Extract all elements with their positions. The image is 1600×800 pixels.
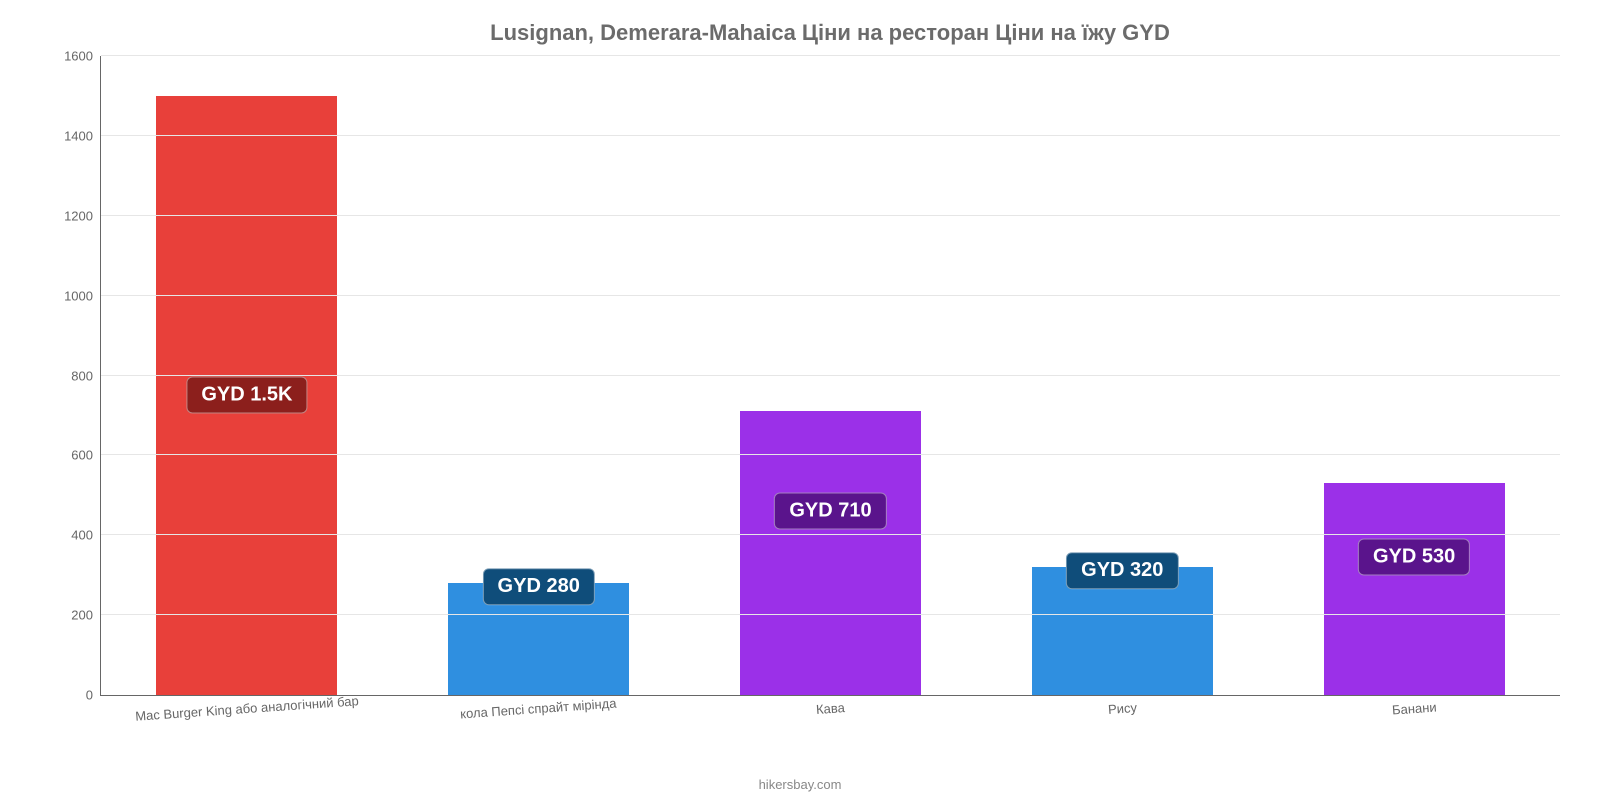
bar: GYD 530 [1324,483,1505,695]
chart-container: Lusignan, Demerara-Mahaica Ціни на ресто… [0,0,1600,800]
bar: GYD 1.5K [156,96,337,695]
bar-value-badge: GYD 1.5K [186,377,307,414]
y-tick-label: 800 [71,368,101,383]
grid-line [101,614,1560,615]
x-axis-labels: Mac Burger King або аналогічний баркола … [101,695,1560,716]
x-tick-label: кола Пепсі спрайт мірінда [393,695,685,716]
grid-line [101,454,1560,455]
bar-value-badge: GYD 710 [774,492,886,529]
bar: GYD 280 [448,583,629,695]
bars-group: GYD 1.5K GYD 280 GYD 710 GYD 320 GYD 530 [101,56,1560,695]
y-tick-label: 1000 [64,288,101,303]
y-tick-label: 1600 [64,49,101,64]
y-tick-label: 600 [71,448,101,463]
grid-line [101,534,1560,535]
y-tick-label: 1400 [64,128,101,143]
grid-line [101,215,1560,216]
y-tick-label: 1200 [64,208,101,223]
bar: GYD 320 [1032,567,1213,695]
chart-title: Lusignan, Demerara-Mahaica Ціни на ресто… [100,20,1560,46]
attribution-text: hikersbay.com [0,777,1600,792]
x-tick-label: Рису [976,695,1268,716]
grid-line [101,55,1560,56]
x-tick-label: Mac Burger King або аналогічний бар [101,695,393,716]
y-tick-label: 0 [86,688,101,703]
bar-slot: GYD 320 [976,56,1268,695]
bar-slot: GYD 530 [1268,56,1560,695]
y-tick-label: 400 [71,528,101,543]
plot-area: GYD 1.5KGYD 280GYD 710GYD 320GYD 530 Mac… [100,56,1560,696]
grid-line [101,295,1560,296]
bar-value-badge: GYD 280 [483,568,595,605]
grid-line [101,375,1560,376]
bar-value-badge: GYD 530 [1358,539,1470,576]
x-tick-label: Кава [685,695,977,716]
y-tick-label: 200 [71,608,101,623]
bar-value-badge: GYD 320 [1066,552,1178,589]
bar-slot: GYD 1.5K [101,56,393,695]
bar-slot: GYD 280 [393,56,685,695]
x-tick-label: Банани [1268,695,1560,716]
grid-line [101,135,1560,136]
bar-slot: GYD 710 [685,56,977,695]
